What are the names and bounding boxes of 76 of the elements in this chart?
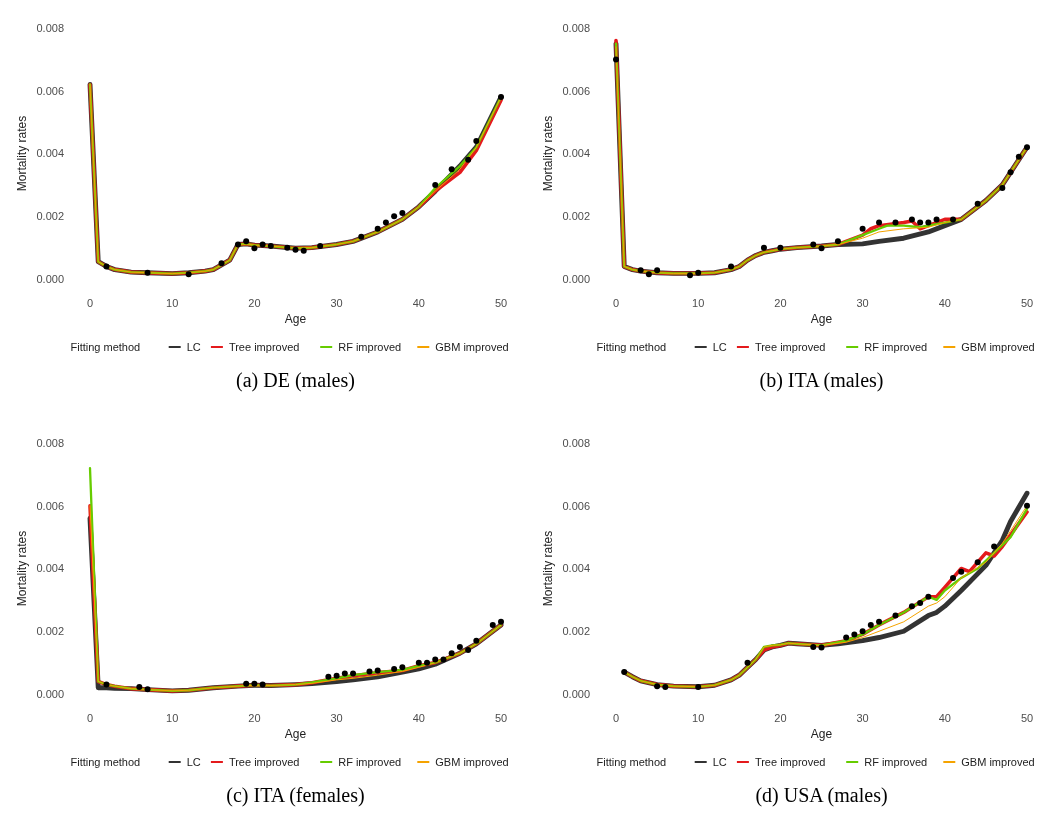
x-axis-title: Age <box>284 312 307 326</box>
legend-title: Fitting method <box>70 755 141 768</box>
x-tick-label: 0 <box>612 712 620 724</box>
legend-label: GBM improved <box>961 755 1035 768</box>
legend-label: LC <box>712 755 727 768</box>
legend-label: Tree improved <box>754 340 826 353</box>
x-tick-label: 20 <box>248 712 261 724</box>
y-tick-label: 0.006 <box>562 499 590 512</box>
x-tick-label: 40 <box>412 297 425 309</box>
y-tick-label: 0.008 <box>36 21 64 34</box>
legend-label: Tree improved <box>754 755 826 768</box>
x-tick-label: 10 <box>166 712 179 724</box>
y-tick-label: 0.004 <box>36 562 64 575</box>
y-axis-title: Mortality rates <box>15 115 29 192</box>
legend-label: RF improved <box>864 340 928 353</box>
x-axis-title: Age <box>284 727 307 741</box>
x-tick-label: 50 <box>494 297 508 309</box>
legend-label: RF improved <box>864 755 928 768</box>
legend-label: GBM improved <box>961 340 1035 353</box>
y-tick-label: 0.000 <box>562 687 590 700</box>
y-axis-title: Mortality rates <box>541 530 555 607</box>
x-tick-label: 50 <box>494 712 508 724</box>
legend-title: Fitting method <box>596 340 667 353</box>
y-axis-title: Mortality rates <box>15 530 29 607</box>
legend-title: Fitting method <box>70 340 141 353</box>
legend-label: GBM improved <box>435 340 509 353</box>
x-tick-label: 20 <box>774 297 787 309</box>
legend-label: RF improved <box>338 340 402 353</box>
x-axis-title: Age <box>810 312 833 326</box>
x-tick-label: 50 <box>1020 712 1034 724</box>
x-tick-label: 30 <box>856 297 869 309</box>
x-tick-label: 30 <box>330 297 343 309</box>
y-tick-label: 0.000 <box>562 272 590 285</box>
y-tick-label: 0.008 <box>562 21 590 34</box>
y-tick-label: 0.006 <box>36 499 64 512</box>
x-tick-label: 20 <box>774 712 787 724</box>
y-tick-label: 0.002 <box>36 625 64 638</box>
y-tick-label: 0.002 <box>562 625 590 638</box>
y-tick-label: 0.008 <box>562 436 590 449</box>
y-tick-label: 0.006 <box>36 84 64 97</box>
y-tick-label: 0.004 <box>36 147 64 160</box>
y-axis-title: Mortality rates <box>541 115 555 192</box>
legend-label: Tree improved <box>228 340 300 353</box>
legend-title: Fitting method <box>596 755 667 768</box>
y-tick-label: 0.000 <box>36 272 64 285</box>
text: (d) USA (males) <box>755 784 888 807</box>
y-tick-label: 0.004 <box>562 562 590 575</box>
x-tick-label: 10 <box>692 297 705 309</box>
legend-label: LC <box>712 340 727 353</box>
text: (c) ITA (females) <box>226 784 365 807</box>
x-tick-label: 10 <box>692 712 705 724</box>
y-tick-label: 0.008 <box>36 436 64 449</box>
text: (a) DE (males) <box>236 369 355 392</box>
y-tick-label: 0.002 <box>562 210 590 223</box>
legend-label: RF improved <box>338 755 402 768</box>
legend-label: LC <box>186 340 201 353</box>
x-tick-label: 40 <box>412 712 425 724</box>
x-tick-label: 0 <box>612 297 620 309</box>
x-tick-label: 0 <box>86 712 94 724</box>
x-tick-label: 40 <box>938 297 951 309</box>
legend-label: LC <box>186 755 201 768</box>
x-axis-title: Age <box>810 727 833 741</box>
y-tick-label: 0.000 <box>36 687 64 700</box>
legend-label: Tree improved <box>228 755 300 768</box>
y-tick-label: 0.006 <box>562 84 590 97</box>
x-tick-label: 20 <box>248 297 261 309</box>
x-tick-label: 0 <box>86 297 94 309</box>
y-tick-label: 0.002 <box>36 210 64 223</box>
x-tick-label: 50 <box>1020 297 1034 309</box>
x-tick-label: 40 <box>938 712 951 724</box>
x-tick-label: 30 <box>330 712 343 724</box>
x-tick-label: 30 <box>856 712 869 724</box>
legend-label: GBM improved <box>435 755 509 768</box>
y-tick-label: 0.004 <box>562 147 590 160</box>
x-tick-label: 10 <box>166 297 179 309</box>
text: (b) ITA (males) <box>759 369 884 392</box>
